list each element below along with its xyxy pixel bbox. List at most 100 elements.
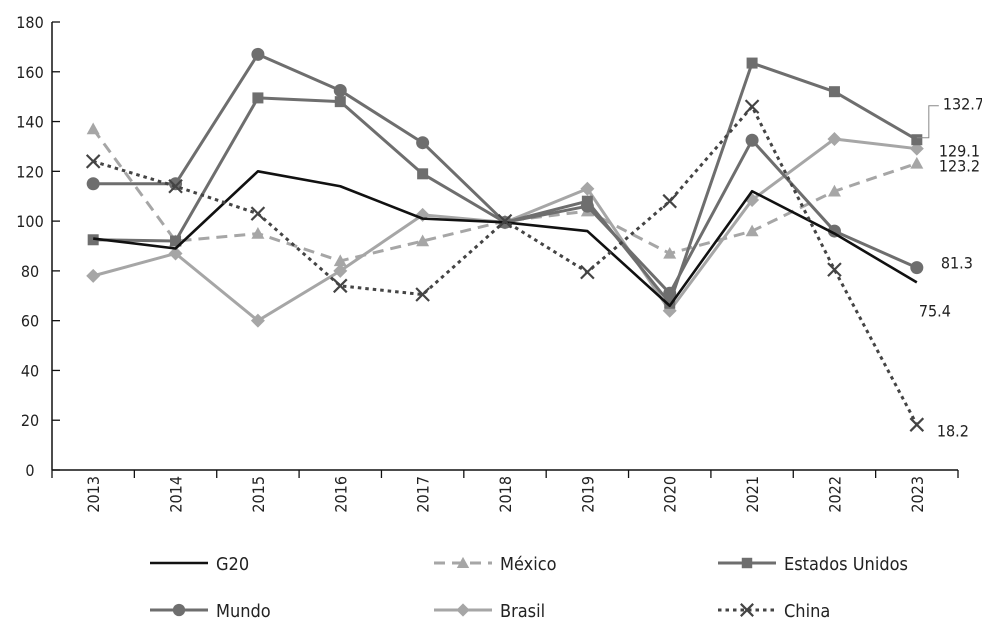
data-point-square (746, 57, 758, 69)
x-stroke (909, 417, 925, 432)
data-point-triangle (456, 556, 470, 568)
x-tick-label: 2021 (743, 476, 762, 513)
x-stroke (168, 178, 183, 194)
series-mexico (86, 122, 924, 267)
legend-item: China (718, 601, 830, 622)
label-leader-line (916, 105, 939, 139)
data-point-square (741, 557, 753, 569)
x-stroke (580, 264, 595, 280)
x-tick-label: 2014 (167, 476, 186, 513)
x-tick-label: 2017 (414, 476, 433, 513)
data-point-triangle (86, 122, 100, 135)
data-point-circle (333, 83, 347, 97)
end-value-label: 129.1 (939, 142, 980, 161)
data-point-triangle (251, 227, 265, 239)
y-tick-label: 80 (21, 262, 39, 281)
data-point-x (332, 278, 348, 294)
x-tick-label: 2022 (825, 476, 844, 513)
legend-label: Mundo (216, 601, 271, 622)
x-tick-label: 2020 (661, 476, 680, 513)
data-point-diamond (827, 131, 842, 146)
data-point-x (415, 287, 430, 302)
data-point-x (909, 417, 925, 432)
data-point-square (334, 96, 346, 108)
x-stroke (415, 287, 430, 302)
data-point-triangle (745, 224, 759, 237)
x-stroke (497, 213, 513, 229)
y-tick-label: 20 (21, 411, 39, 430)
y-tick-label: 120 (16, 162, 43, 181)
legend-item: G20 (150, 554, 249, 575)
data-point-circle (169, 177, 183, 191)
data-point-diamond (456, 603, 470, 617)
end-labels: 75.4 123.2 132.7 81.3 129.1 18.2 (916, 95, 982, 441)
x-tick-label: 2023 (908, 476, 927, 513)
y-tick-label: 60 (21, 312, 39, 331)
y-tick-label: 0 (25, 461, 34, 480)
series-mundo (86, 47, 924, 300)
series-line (93, 52, 918, 295)
series-line (92, 137, 917, 323)
x-tick-label: 2018 (496, 476, 515, 513)
data-point-diamond (333, 263, 348, 278)
data-point-x (740, 603, 754, 617)
x-tick-label: 2013 (84, 476, 103, 513)
data-point-square (911, 134, 923, 146)
series-line (93, 61, 918, 305)
data-point-circle (910, 261, 924, 275)
x-tick-label: 2019 (578, 476, 597, 513)
data-point-x (85, 154, 101, 169)
data-point-circle (251, 47, 265, 61)
tick-marks: 0 20 40 60 80 100 120 140 160 180 2013 2014 2015 2016… (16, 13, 959, 513)
legend-label: Brasil (500, 601, 545, 622)
series-group (85, 47, 925, 432)
legend-item: Brasil (434, 601, 545, 622)
series-line (92, 105, 919, 426)
data-point-x (580, 264, 595, 280)
data-point-circle (416, 136, 430, 150)
series-china (85, 99, 925, 432)
data-point-x (250, 206, 266, 221)
legend-item: México (434, 554, 557, 575)
x-stroke (662, 193, 678, 209)
x-tick-label: 2016 (331, 476, 350, 513)
data-point-x (662, 193, 678, 209)
data-point-diamond (168, 246, 183, 261)
x-stroke (250, 206, 266, 221)
legend: G20 México Estados Unidos Mundo Brasil China (150, 554, 908, 622)
data-point-circle (86, 177, 100, 191)
data-point-square (170, 235, 182, 247)
x-tick-label: 2015 (249, 476, 268, 513)
x-stroke (744, 99, 760, 114)
end-value-label: 81.3 (941, 254, 973, 273)
end-value-label: 18.2 (937, 422, 969, 441)
series-line (91, 128, 918, 263)
legend-label: México (500, 554, 557, 575)
data-point-square (828, 86, 840, 98)
axes (51, 22, 958, 471)
y-tick-label: 100 (16, 212, 43, 231)
legend-label: Estados Unidos (784, 554, 908, 575)
data-point-circle (172, 603, 186, 617)
legend-item: Mundo (150, 601, 271, 622)
data-point-triangle (416, 234, 430, 247)
end-value-label: 75.4 (919, 301, 951, 320)
legend-label: G20 (216, 554, 249, 575)
data-point-triangle (663, 246, 677, 259)
x-stroke (827, 262, 842, 277)
data-point-x (744, 99, 760, 114)
data-point-square (252, 92, 264, 104)
y-tick-label: 180 (16, 13, 43, 32)
series-estados-unidos (87, 57, 923, 309)
y-tick-label: 140 (16, 113, 43, 132)
y-tick-label: 40 (21, 361, 39, 380)
end-value-label: 123.2 (939, 156, 980, 175)
data-point-diamond (250, 313, 265, 328)
x-stroke (332, 278, 348, 294)
legend-item: Estados Unidos (718, 554, 908, 575)
data-point-x (827, 262, 842, 277)
data-point-square (417, 168, 429, 180)
y-tick-label: 160 (16, 63, 43, 82)
x-stroke (740, 603, 754, 617)
